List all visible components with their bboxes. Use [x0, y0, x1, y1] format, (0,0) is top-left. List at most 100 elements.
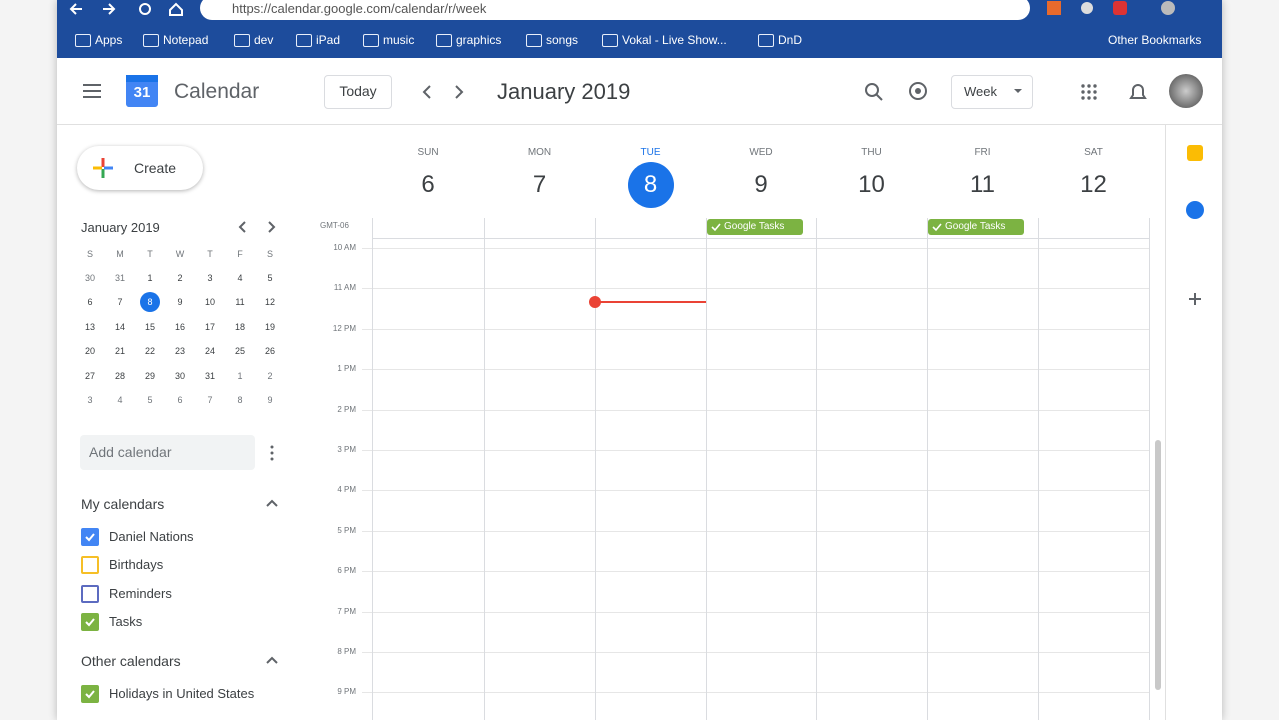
tasks-icon[interactable] — [1186, 201, 1204, 219]
mini-day[interactable]: 27 — [84, 370, 95, 381]
checkbox[interactable] — [81, 528, 99, 546]
mini-day[interactable]: 28 — [114, 370, 125, 381]
mini-day[interactable]: 8 — [147, 297, 153, 308]
day-weekday: SUN — [417, 147, 439, 158]
address-bar[interactable] — [200, 0, 1030, 20]
bookmark[interactable]: Other Bookmarks — [1108, 33, 1202, 47]
add-calendar[interactable]: Add calendar — [89, 444, 172, 460]
mini-day[interactable]: 13 — [84, 321, 95, 332]
search-settings[interactable] — [860, 78, 940, 106]
avatar[interactable] — [1169, 74, 1203, 108]
mini-day[interactable]: 23 — [174, 346, 185, 357]
mini-day[interactable]: 4 — [237, 273, 243, 283]
create-button[interactable] — [77, 146, 203, 190]
mini-day[interactable]: 29 — [144, 370, 155, 381]
mini-day[interactable]: 26 — [264, 346, 275, 357]
period-nav[interactable] — [415, 80, 475, 104]
event[interactable]: Google Tasks — [928, 219, 1024, 235]
bookmark-icon — [602, 34, 618, 47]
create-label[interactable]: Create — [134, 160, 177, 176]
calendar-label[interactable]: Birthdays — [109, 557, 164, 573]
mini-day[interactable]: 19 — [264, 321, 275, 332]
mini-day[interactable]: 30 — [174, 370, 185, 381]
day-date[interactable]: 7 — [532, 171, 547, 198]
mini-day[interactable]: 1 — [237, 370, 243, 381]
mini-day[interactable]: 9 — [177, 297, 183, 308]
calendar-label[interactable]: Tasks — [109, 613, 143, 629]
bookmark[interactable]: Vokal - Live Show... — [622, 33, 727, 47]
apps-notifications[interactable] — [1075, 78, 1155, 106]
keep-icon[interactable] — [1187, 145, 1203, 161]
day-date[interactable]: 8 — [643, 171, 658, 198]
mini-day[interactable]: 24 — [204, 346, 215, 357]
more-options[interactable] — [265, 443, 279, 463]
bookmark[interactable]: dev — [254, 33, 274, 47]
mini-day[interactable]: 4 — [117, 395, 123, 405]
day-date[interactable]: 11 — [970, 171, 995, 198]
add-calendar-field[interactable] — [80, 435, 255, 470]
checkbox[interactable] — [81, 685, 99, 703]
mini-day[interactable]: 10 — [204, 297, 215, 308]
mini-day[interactable]: 2 — [177, 273, 183, 283]
bookmark[interactable]: DnD — [778, 33, 803, 47]
bookmark[interactable]: Notepad — [163, 33, 209, 47]
url[interactable]: https://calendar.google.com/calendar/r/w… — [232, 1, 487, 16]
today-box[interactable] — [324, 75, 392, 109]
mini-day[interactable]: 17 — [204, 321, 215, 332]
calendar-label[interactable]: Reminders — [109, 585, 172, 601]
mini-day[interactable]: 31 — [114, 273, 125, 283]
mini-day[interactable]: 5 — [147, 395, 153, 405]
view-selector[interactable] — [951, 75, 1033, 109]
checkbox[interactable] — [81, 584, 99, 603]
scrollbar[interactable] — [1155, 440, 1161, 690]
mini-day[interactable]: 9 — [267, 395, 273, 405]
bookmark[interactable]: iPad — [316, 33, 341, 47]
mini-day[interactable]: 18 — [234, 321, 245, 332]
event[interactable]: Google Tasks — [707, 219, 803, 235]
mini-day[interactable]: 25 — [234, 346, 245, 357]
checkbox[interactable] — [81, 612, 99, 631]
section-title[interactable]: My calendars — [81, 496, 165, 512]
mini-day[interactable]: 16 — [174, 321, 185, 332]
mini-day[interactable]: 20 — [84, 346, 95, 357]
view-label[interactable]: Week — [964, 84, 997, 99]
extension-icons[interactable] — [1045, 0, 1215, 18]
mini-day[interactable]: 2 — [267, 370, 273, 381]
calendar-label[interactable]: Holidays in United States — [109, 686, 255, 701]
day-date[interactable]: 9 — [754, 171, 768, 198]
mini-day[interactable]: 30 — [84, 273, 95, 283]
collapse-other[interactable] — [264, 654, 280, 666]
day-date[interactable]: 12 — [1080, 171, 1107, 198]
mini-day[interactable]: 11 — [235, 297, 245, 308]
mini-day[interactable]: 15 — [144, 321, 155, 332]
bookmark[interactable]: songs — [546, 33, 579, 47]
mini-day[interactable]: 1 — [147, 273, 153, 283]
day-date[interactable]: 6 — [421, 171, 435, 198]
mini-day[interactable]: 6 — [87, 297, 93, 308]
checkbox[interactable] — [81, 556, 99, 575]
mini-day[interactable]: 31 — [204, 370, 215, 381]
bookmark[interactable]: Apps — [95, 33, 123, 47]
today-label[interactable]: Today — [339, 83, 377, 99]
mini-day[interactable]: 8 — [237, 395, 243, 405]
mini-day[interactable]: 22 — [144, 346, 155, 357]
mini-calendar-nav[interactable] — [232, 218, 282, 236]
mini-day[interactable]: 14 — [114, 321, 125, 332]
bookmark[interactable]: graphics — [456, 33, 502, 47]
add-on-icon[interactable] — [1187, 291, 1203, 307]
mini-day[interactable]: 3 — [87, 395, 93, 405]
day-date[interactable]: 10 — [858, 171, 885, 198]
mini-day[interactable]: 21 — [114, 346, 125, 357]
mini-day[interactable]: 5 — [267, 273, 273, 283]
mini-day[interactable]: 6 — [177, 395, 183, 405]
main-menu[interactable] — [80, 80, 106, 104]
mini-day[interactable]: 12 — [264, 297, 275, 308]
mini-day[interactable]: 3 — [207, 273, 213, 283]
nav-buttons[interactable] — [60, 0, 200, 20]
calendar-label[interactable]: Daniel Nations — [109, 529, 194, 544]
section-title[interactable]: Other calendars — [81, 653, 181, 669]
collapse-my[interactable] — [264, 497, 280, 509]
mini-day[interactable]: 7 — [117, 297, 123, 308]
bookmark[interactable]: music — [383, 33, 415, 47]
mini-day[interactable]: 7 — [207, 395, 213, 405]
